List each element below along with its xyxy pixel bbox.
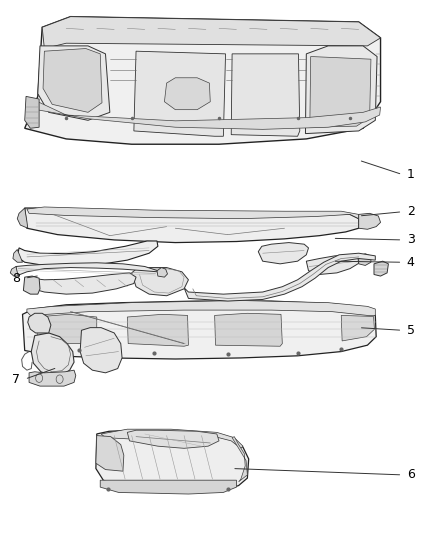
Polygon shape [96, 435, 124, 471]
Polygon shape [127, 430, 219, 448]
Polygon shape [232, 437, 247, 482]
Polygon shape [101, 429, 243, 448]
Polygon shape [374, 261, 389, 276]
Polygon shape [11, 266, 18, 276]
Text: 1: 1 [407, 168, 415, 181]
Polygon shape [306, 255, 359, 274]
Polygon shape [258, 243, 308, 264]
Polygon shape [305, 46, 377, 134]
Polygon shape [157, 268, 167, 277]
Text: 7: 7 [12, 373, 20, 386]
Polygon shape [27, 273, 136, 294]
Polygon shape [164, 78, 210, 110]
Polygon shape [25, 17, 381, 144]
Polygon shape [359, 254, 371, 265]
Polygon shape [31, 333, 74, 375]
Polygon shape [134, 51, 226, 136]
Polygon shape [42, 17, 381, 49]
Text: 6: 6 [407, 469, 415, 481]
Polygon shape [17, 208, 28, 228]
Polygon shape [215, 313, 283, 346]
Polygon shape [35, 314, 97, 344]
Polygon shape [16, 263, 158, 276]
Polygon shape [310, 56, 371, 127]
Polygon shape [359, 213, 381, 229]
Text: 4: 4 [407, 256, 415, 269]
Polygon shape [22, 301, 376, 359]
Polygon shape [36, 102, 381, 130]
Polygon shape [23, 276, 40, 294]
Polygon shape [231, 54, 300, 136]
Polygon shape [28, 313, 51, 333]
Text: 5: 5 [407, 324, 415, 337]
Polygon shape [25, 96, 39, 128]
Polygon shape [132, 268, 188, 296]
Polygon shape [29, 370, 76, 386]
Polygon shape [27, 207, 359, 219]
Polygon shape [127, 314, 188, 346]
Polygon shape [80, 328, 122, 373]
Polygon shape [38, 46, 110, 120]
Polygon shape [100, 480, 237, 494]
Polygon shape [184, 253, 375, 301]
Polygon shape [13, 249, 22, 262]
Polygon shape [341, 316, 374, 341]
Polygon shape [17, 241, 158, 266]
Polygon shape [27, 301, 375, 316]
Polygon shape [96, 430, 249, 492]
Polygon shape [25, 208, 359, 243]
Text: 8: 8 [12, 272, 20, 285]
Polygon shape [43, 49, 102, 112]
Text: 2: 2 [407, 205, 415, 218]
Text: 3: 3 [407, 233, 415, 246]
